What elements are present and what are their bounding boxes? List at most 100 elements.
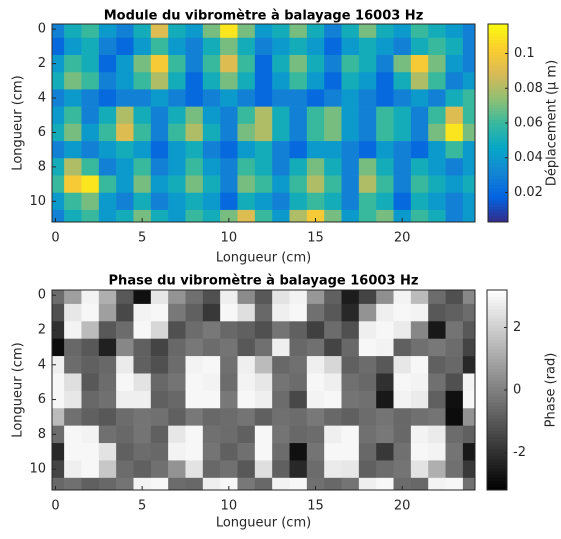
heatmap-cell — [116, 321, 134, 339]
y-tick-label: 8 — [38, 159, 46, 174]
heatmap-cell — [133, 158, 152, 176]
heatmap-cell — [445, 24, 464, 39]
colorbar-swatch — [487, 418, 507, 422]
colorbar-swatch — [487, 433, 507, 438]
heatmap-cell — [254, 123, 273, 142]
colorbar-swatch — [487, 302, 507, 307]
heatmap-cell — [168, 72, 186, 90]
heatmap-cell — [168, 477, 186, 490]
colorbar-swatch — [488, 54, 508, 59]
heatmap-cell — [428, 158, 446, 176]
heatmap-cell — [98, 321, 117, 339]
y-tick-label: 4 — [38, 91, 46, 106]
heatmap-cell — [254, 72, 273, 90]
colorbar-swatch — [487, 371, 507, 375]
heatmap-cell — [306, 373, 325, 392]
heatmap-cell — [116, 443, 134, 461]
heatmap-cell — [133, 290, 152, 305]
colorbar-tick-label: 0.1 — [514, 46, 535, 61]
heatmap-cell — [98, 356, 117, 374]
heatmap-cell — [393, 54, 412, 73]
heatmap-cell — [116, 356, 134, 374]
heatmap-cell — [272, 89, 290, 107]
heatmap-cell — [64, 356, 82, 374]
heatmap-cell — [202, 290, 221, 305]
heatmap-cell — [341, 390, 360, 409]
heatmap-cell — [168, 356, 186, 374]
heatmap-cell — [428, 37, 446, 56]
heatmap-cell — [220, 72, 238, 90]
heatmap-cell — [462, 460, 475, 479]
axes-box — [51, 289, 476, 491]
heatmap-cell — [168, 89, 186, 107]
colorbar-swatch — [487, 330, 507, 335]
heatmap-cell — [98, 303, 117, 322]
y-tick-label: 10 — [29, 194, 46, 209]
heatmap-cell — [462, 408, 475, 426]
colorbar-swatch — [487, 396, 507, 400]
heatmap-cell — [306, 106, 325, 125]
colorbar-swatch — [488, 203, 508, 207]
heatmap-cell — [341, 443, 360, 461]
heatmap-cell — [81, 209, 100, 222]
heatmap-cell — [237, 89, 256, 107]
heatmap-cell — [410, 89, 429, 107]
heatmap-cell — [341, 356, 360, 374]
heatmap-cell — [168, 443, 186, 461]
heatmap-cell — [428, 408, 446, 426]
heatmap-cell — [289, 390, 308, 409]
heatmap-cell — [306, 54, 325, 73]
colorbar-swatch — [488, 33, 508, 37]
heatmap-cell — [324, 356, 342, 374]
heatmap-cell — [202, 89, 221, 107]
colorbar-swatch — [487, 411, 507, 416]
heatmap-cell — [358, 175, 377, 194]
colorbar-swatch — [488, 36, 508, 40]
heatmap-cell — [98, 123, 117, 142]
heatmap-cell — [116, 209, 134, 222]
heatmap-cell — [393, 158, 412, 176]
colorbar-swatch — [488, 85, 508, 90]
heatmap-cell — [272, 356, 290, 374]
heatmap-cell — [358, 54, 377, 73]
heatmap-cell — [254, 390, 273, 409]
heatmap-cell — [272, 209, 290, 222]
heatmap-cell — [393, 443, 412, 461]
heatmap-cell — [410, 460, 429, 479]
heatmap-cell — [237, 390, 256, 409]
heatmap-cell — [116, 303, 134, 322]
colorbar-swatch — [488, 181, 508, 186]
heatmap-cell — [202, 460, 221, 479]
heatmap-cell — [306, 303, 325, 322]
colorbar-swatch — [488, 215, 508, 220]
heatmap-cell — [116, 24, 134, 39]
heatmap-cell — [133, 460, 152, 479]
heatmap-cell — [445, 356, 464, 374]
heatmap-cell — [150, 106, 169, 125]
heatmap-cell — [220, 338, 238, 357]
heatmap-cell — [376, 158, 394, 176]
heatmap-cell — [445, 290, 464, 305]
heatmap-cell — [289, 175, 308, 194]
heatmap-cell — [393, 356, 412, 374]
heatmap-cell — [185, 425, 204, 444]
heatmap-cell — [52, 89, 65, 107]
heatmap-cell — [410, 37, 429, 56]
heatmap-cell — [52, 425, 65, 444]
heatmap-cell — [410, 338, 429, 357]
heatmap-cell — [116, 89, 134, 107]
heatmap-cell — [64, 443, 82, 461]
heatmap-cell — [358, 37, 377, 56]
heatmap-cell — [185, 338, 204, 357]
heatmap-cell — [237, 141, 256, 159]
heatmap-cell — [341, 106, 360, 125]
heatmap-cell — [393, 106, 412, 125]
heatmap-cell — [341, 89, 360, 107]
heatmap-cell — [324, 443, 342, 461]
colorbar-swatch — [487, 436, 507, 441]
heatmap-cell — [445, 373, 464, 392]
heatmap-cell — [324, 141, 342, 159]
heatmap-cell — [445, 158, 464, 176]
heatmap-cell — [52, 175, 65, 194]
colorbar-swatch — [487, 405, 507, 410]
